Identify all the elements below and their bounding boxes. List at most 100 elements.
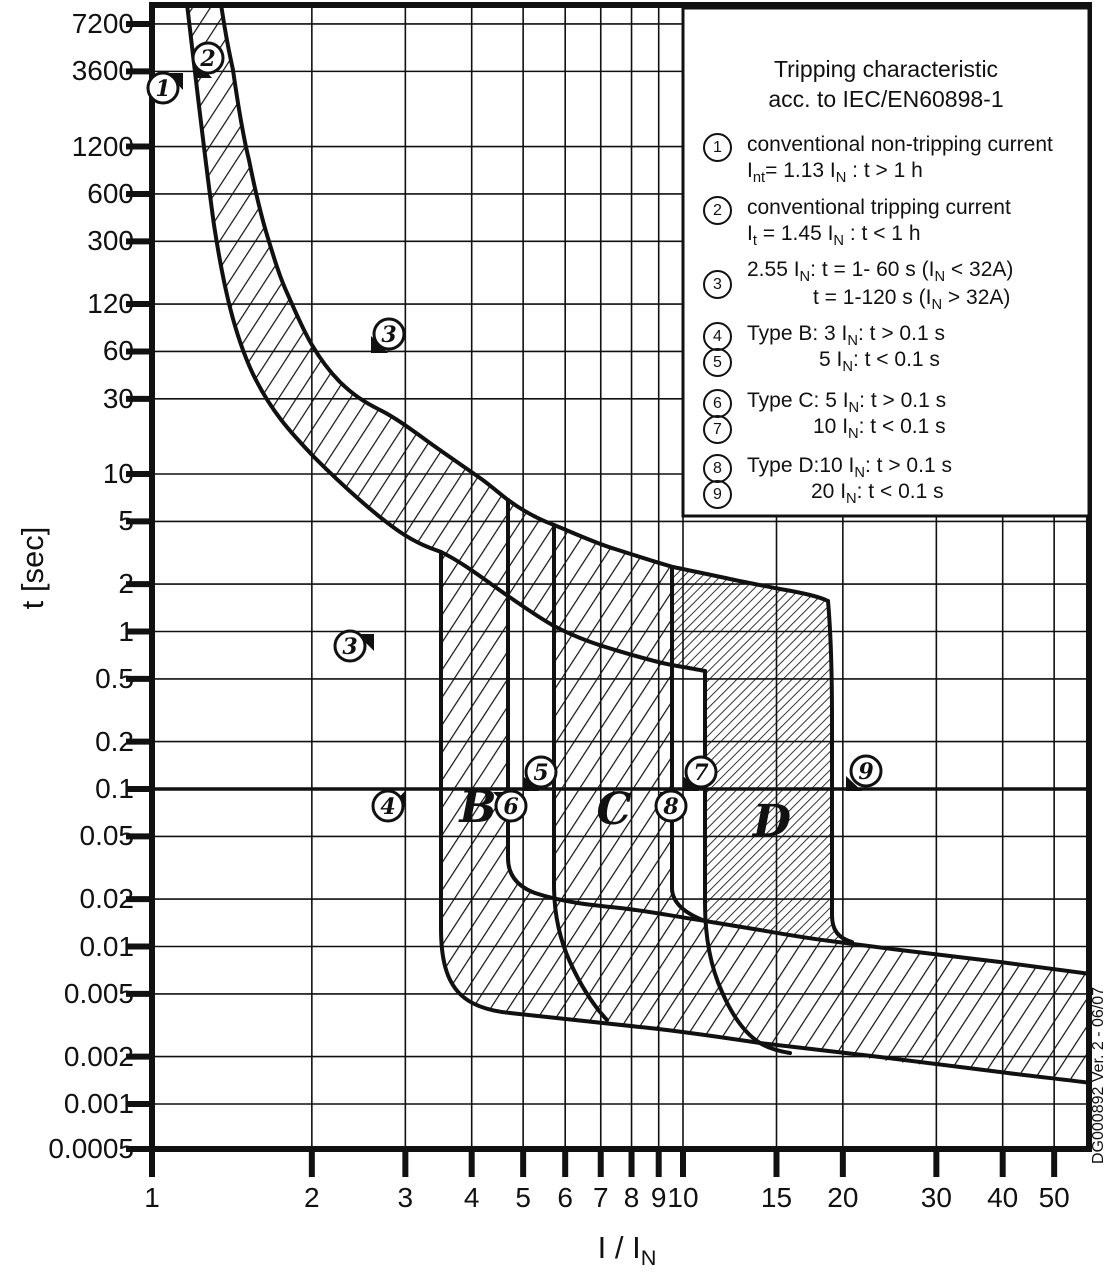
type-c-lower-limit-curve [552,523,609,1022]
legend-num-7: 7 [703,415,732,444]
legend-num-8: 8 [703,454,732,483]
type-b-lower-limit-curve [439,550,1086,1085]
x-tick-label: 6 [557,1182,573,1213]
legend-item-5: 5 IN: t < 0.1 s [819,348,940,376]
x-tick-label: 10 [667,1182,699,1213]
y-tick-label: 0.005 [63,977,134,1009]
curve-marker-3a: 3 [371,317,406,353]
x-tick-label: 30 [920,1182,952,1213]
y-tick-label: 60 [102,335,134,367]
x-tick-label: 5 [515,1182,531,1213]
y-tick-label: 600 [87,177,134,209]
curve-marker-5: 5 [523,755,558,791]
svg-text:5: 5 [533,760,548,786]
type-b-upper-limit-curve [506,498,1086,976]
region-label-c: C [596,784,631,835]
curve-marker-4: 4 [371,789,405,823]
y-tick-label: 0.1 [95,773,134,804]
y-tick-label: 3600 [71,55,134,87]
y-axis-title: t [sec] [15,526,50,610]
type-d-band-fill [672,567,852,942]
legend-item-2-line1: conventional tripping current [747,196,1011,219]
legend-item-1-line2: Int= 1.13 IN : t > 1 h [747,159,923,187]
x-tick-label: 7 [592,1182,609,1213]
type-d-lower-limit-curve [703,669,792,1055]
plot-frame [149,2,1092,1152]
legend-item-2-line2: It = 1.45 IN : t < 1 h [747,222,921,250]
legend-title-line2: acc. to IEC/EN60898-1 [768,86,1004,112]
y-tick-label: 0.05 [79,820,135,852]
svg-text:4: 4 [380,794,395,820]
x-tick-label: 1 [144,1182,160,1213]
svg-text:3: 3 [381,322,396,348]
legend-num-4: 4 [703,322,732,351]
y-tick-label: 0.02 [79,883,135,915]
svg-text:2: 2 [199,46,215,72]
document-code: DG000892 Ver. 2 - 06/07 [1090,986,1107,1164]
thermal-and-bc-band-fill [187,8,1086,1083]
y-tick-label: 5 [118,505,134,537]
legend-item-3-line2: t = 1-120 s (IN > 32A) [813,286,1011,314]
svg-text:8: 8 [662,794,678,820]
legend-num-6: 6 [703,389,732,418]
x-tick-label: 15 [760,1182,793,1213]
x-tick-label: 9 [650,1182,667,1213]
x-tick-label: 4 [463,1182,480,1213]
region-label-d: D [751,796,791,847]
region-label-b: B [457,782,496,833]
x-tick-label: 40 [987,1182,1019,1213]
x-tick-label: 8 [623,1182,640,1213]
y-tick-label: 10 [102,458,134,489]
svg-text:6: 6 [503,794,518,820]
legend-item-3-line1: 2.55 IN: t = 1- 60 s (IN < 32A) [747,258,1014,286]
legend-box [681,6,1091,518]
type-c-upper-limit-curve [670,565,707,923]
svg-text:7: 7 [693,760,709,786]
axis-ticks [126,20,1058,1177]
legend-title-line1: Tripping characteristic [773,56,999,82]
y-tick-label: 1200 [71,130,134,162]
marker-wedge [846,776,862,791]
y-tick-label: 0.01 [79,930,135,962]
y-tick-label: 0.0005 [48,1133,134,1164]
curve-marker-8: 8 [654,789,688,823]
y-tick-label: 2 [118,568,134,600]
y-tick-label: 0.2 [95,725,134,757]
curve-marker-7: 7 [683,755,718,791]
thermal-lower-boundary-curve [185,8,707,673]
x-tick-label: 2 [304,1182,320,1213]
x-tick-label: 3 [397,1182,414,1213]
curve-marker-3b: 3 [333,629,374,663]
legend-item-1-line1: conventional non-tripping current [747,133,1053,156]
x-tick-label: 50 [1038,1182,1070,1213]
y-tick-label: 0.002 [63,1040,134,1072]
legend: Tripping characteristic acc. to IEC/EN60… [683,8,1089,516]
x-tick-label: 20 [827,1182,859,1213]
legend-num-1: 1 [703,133,732,162]
svg-text:9: 9 [858,759,873,785]
legend-item-7: 10 IN: t < 0.1 s [813,415,946,443]
y-tick-label: 7200 [71,7,134,39]
legend-item-9: 20 IN: t < 0.1 s [811,480,944,508]
curve-marker-2: 2 [191,41,225,78]
svg-text:1: 1 [155,76,170,102]
legend-num-9: 9 [703,480,732,509]
legend-item-6: Type C: 5 IN: t > 0.1 s [747,389,947,417]
curve-marker-9: 9 [846,754,883,791]
y-tick-label: 1 [118,615,134,647]
y-tick-label: 30 [102,382,134,414]
legend-num-3: 3 [703,270,732,299]
y-tick-label: 120 [87,288,134,320]
y-tick-label: 0.001 [63,1088,134,1119]
curve-marker-1: 1 [146,71,183,105]
x-axis-title: I / IN [597,1230,657,1271]
curve-marker-6: 6 [493,789,528,823]
legend-num-2: 2 [703,196,732,225]
type-d-upper-limit-curve [826,599,854,944]
svg-text:3: 3 [342,634,357,660]
legend-item-4: Type B: 3 IN: t > 0.1 s [747,322,945,350]
y-tick-label: 300 [87,225,134,257]
thermal-upper-boundary-curve [219,8,830,603]
